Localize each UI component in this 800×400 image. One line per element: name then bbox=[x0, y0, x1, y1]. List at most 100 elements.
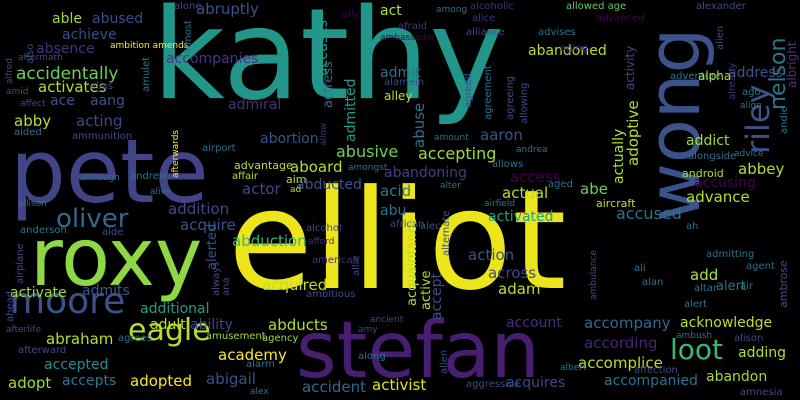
word: alliance bbox=[466, 27, 505, 38]
word: alpha bbox=[698, 69, 732, 83]
word: aggressive bbox=[466, 379, 521, 390]
word: alison bbox=[734, 333, 764, 344]
word: alien bbox=[715, 25, 726, 50]
word: adventure bbox=[670, 71, 722, 82]
word: pete bbox=[10, 120, 209, 223]
word: andrea bbox=[516, 145, 548, 155]
word: abducts bbox=[268, 316, 328, 334]
word: admiral bbox=[228, 97, 282, 113]
word: airplane bbox=[15, 243, 26, 284]
word: alert bbox=[716, 279, 747, 294]
word: activist bbox=[372, 376, 427, 394]
word: afford bbox=[308, 237, 335, 247]
word: amy bbox=[358, 325, 378, 335]
word: address bbox=[728, 65, 784, 81]
word: accuses bbox=[315, 19, 331, 76]
word: amongst bbox=[348, 163, 388, 173]
word: alarm bbox=[246, 359, 275, 370]
word: acquire bbox=[180, 216, 236, 234]
word: airfield bbox=[484, 199, 516, 209]
word: adult bbox=[150, 317, 186, 333]
word: aang bbox=[90, 93, 125, 109]
word: aging bbox=[560, 43, 588, 54]
word: accompany bbox=[584, 314, 671, 332]
word: account bbox=[506, 315, 562, 331]
word: anderson bbox=[20, 225, 67, 236]
word: agent bbox=[746, 261, 775, 272]
word: accepted bbox=[44, 357, 109, 373]
word: allowed age bbox=[566, 1, 627, 12]
word: loot bbox=[670, 333, 724, 366]
word: ad bbox=[290, 185, 302, 195]
word: android bbox=[682, 167, 724, 180]
word: allison bbox=[18, 199, 47, 209]
word: allen bbox=[439, 349, 450, 374]
word: adding bbox=[738, 345, 787, 361]
word: adoptive bbox=[624, 100, 642, 166]
word: alias bbox=[90, 81, 114, 92]
word: abducted bbox=[296, 177, 362, 193]
word: amount bbox=[434, 133, 469, 143]
word: abusive bbox=[336, 142, 399, 161]
word: ambrose bbox=[777, 260, 790, 308]
word: add bbox=[690, 266, 719, 284]
word: aide bbox=[102, 227, 124, 238]
word: stefan bbox=[296, 306, 540, 396]
word: ambition amends bbox=[110, 41, 189, 51]
word: abigail bbox=[206, 370, 256, 388]
word: amusement bbox=[206, 331, 266, 342]
word: abandoning bbox=[384, 165, 467, 181]
word: actor bbox=[242, 180, 281, 198]
word: agreed bbox=[463, 72, 474, 108]
word: adopted bbox=[130, 372, 193, 390]
word: abortion bbox=[260, 131, 319, 147]
word: alter bbox=[440, 181, 461, 191]
word: accompanies bbox=[166, 51, 259, 67]
word: abu bbox=[380, 203, 407, 219]
word: along bbox=[358, 351, 386, 362]
word: across bbox=[488, 264, 537, 282]
word: accidentally bbox=[16, 64, 119, 84]
word: access bbox=[510, 168, 561, 186]
word: air bbox=[740, 281, 754, 292]
word: agreeing bbox=[505, 75, 516, 120]
word: accepting bbox=[418, 144, 497, 163]
word: activates bbox=[38, 78, 107, 96]
word: addition bbox=[168, 200, 230, 218]
word: altar bbox=[694, 283, 718, 294]
word: affection bbox=[634, 365, 678, 376]
word: abruptly bbox=[196, 0, 259, 18]
word: acquires bbox=[506, 375, 566, 391]
word: alley bbox=[384, 89, 413, 103]
word: allow bbox=[319, 122, 329, 146]
word: actual bbox=[502, 184, 549, 202]
word: aboard bbox=[290, 158, 343, 176]
word: advises bbox=[538, 27, 576, 38]
word: acquaintance bbox=[405, 218, 420, 306]
word: albright bbox=[785, 41, 799, 89]
word: academy bbox=[218, 346, 287, 364]
word: ancient bbox=[370, 315, 404, 325]
word: acknowledge bbox=[680, 315, 773, 331]
word: abandoned bbox=[528, 43, 607, 59]
word: eagle bbox=[128, 313, 211, 348]
word: alcoholic bbox=[470, 1, 515, 12]
word: ability bbox=[190, 317, 233, 333]
word: ago bbox=[742, 87, 761, 98]
word: action bbox=[468, 246, 515, 264]
word: abuse bbox=[410, 102, 428, 148]
word: acting bbox=[76, 112, 123, 130]
word: amnesia bbox=[740, 387, 783, 398]
word: elliot bbox=[228, 160, 567, 321]
word: aftermath bbox=[18, 53, 63, 63]
word: airport bbox=[202, 143, 236, 154]
word: alamein bbox=[384, 77, 425, 88]
word: advice bbox=[734, 149, 764, 159]
word: afterward bbox=[18, 345, 67, 356]
word: aaron bbox=[480, 126, 523, 144]
word: oliver bbox=[56, 204, 129, 234]
word: ammunition bbox=[72, 131, 133, 142]
word: also bbox=[25, 43, 36, 64]
word: accused bbox=[616, 204, 682, 223]
